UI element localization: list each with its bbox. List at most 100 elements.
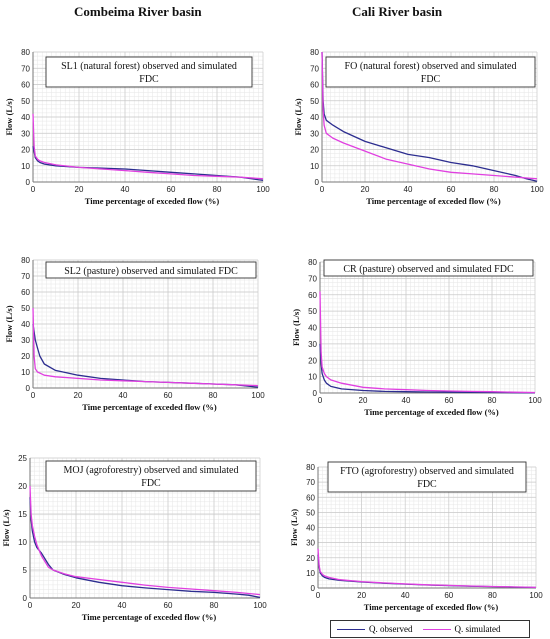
x-axis-label: Time percentage of exceded flow (%) <box>364 407 499 417</box>
chart-panel-5: 0 20 40 60 80 100 0 5 10 15 20 25 MOJ (agroforestry)… <box>1 454 267 622</box>
y-tick-label: 20 <box>21 352 30 361</box>
y-axis-label: Flow (L/s) <box>293 98 303 135</box>
y-tick-label: 70 <box>306 478 315 487</box>
series-line-simulated <box>321 51 538 180</box>
x-tick-label: 60 <box>444 591 453 600</box>
chart-title: FDC <box>417 479 437 490</box>
y-tick-label: 50 <box>21 304 30 313</box>
chart-title: FDC <box>141 478 161 489</box>
legend-item-simulated: Q. simulated <box>422 624 501 634</box>
series-line-observed <box>319 343 536 394</box>
y-tick-label: 15 <box>18 510 27 519</box>
x-tick-label: 80 <box>490 185 499 194</box>
y-tick-label: 40 <box>310 113 319 122</box>
x-axis-label: Time percentage of exceded flow (%) <box>85 196 220 206</box>
x-tick-label: 40 <box>118 601 127 610</box>
x-tick-label: 100 <box>256 185 270 194</box>
legend-item-observed: Q. observed <box>337 624 413 634</box>
legend-label-simulated: Q. simulated <box>454 624 501 634</box>
x-tick-label: 60 <box>445 396 454 405</box>
y-tick-label: 80 <box>21 48 30 57</box>
y-axis-label: Flow (L/s) <box>291 309 301 346</box>
x-tick-label: 20 <box>75 185 84 194</box>
legend-label-observed: Q. observed <box>369 624 413 634</box>
y-tick-label: 10 <box>310 162 319 171</box>
x-tick-label: 0 <box>316 591 321 600</box>
y-axis-label: Flow (L/s) <box>1 509 11 546</box>
x-tick-label: 100 <box>529 591 543 600</box>
y-tick-label: 30 <box>21 129 30 138</box>
y-tick-label: 10 <box>21 368 30 377</box>
chart-title: CR (pasture) observed and simulated FDC <box>343 264 514 275</box>
legend-swatch-observed <box>337 628 365 630</box>
chart-title: FDC <box>421 74 441 85</box>
chart-title-box <box>327 461 527 493</box>
x-axis-label: Time percentage of exceded flow (%) <box>82 402 217 412</box>
x-tick-label: 60 <box>164 391 173 400</box>
x-tick-label: 0 <box>31 391 36 400</box>
y-tick-label: 70 <box>310 64 319 73</box>
y-axis-label: Flow (L/s) <box>4 98 14 135</box>
y-tick-label: 40 <box>21 113 30 122</box>
x-tick-label: 20 <box>74 391 83 400</box>
y-tick-label: 60 <box>310 81 319 90</box>
x-tick-label: 100 <box>251 391 265 400</box>
x-tick-label: 80 <box>488 591 497 600</box>
series-line-observed <box>321 51 538 182</box>
y-tick-label: 10 <box>306 569 315 578</box>
chart-title: SL1 (natural forest) observed and simula… <box>61 61 237 72</box>
x-tick-label: 0 <box>318 396 323 405</box>
y-tick-label: 60 <box>21 288 30 297</box>
y-tick-label: 30 <box>308 340 317 349</box>
chart-title-box <box>45 56 253 88</box>
x-tick-label: 40 <box>404 185 413 194</box>
chart-title: MOJ (agroforestry) observed and simulate… <box>64 465 239 476</box>
y-tick-label: 40 <box>306 524 315 533</box>
x-tick-label: 100 <box>253 601 267 610</box>
y-tick-label: 10 <box>21 162 30 171</box>
y-tick-label: 60 <box>308 291 317 300</box>
y-tick-label: 20 <box>306 554 315 563</box>
series-line-simulated <box>319 291 536 394</box>
y-tick-label: 25 <box>18 454 27 463</box>
y-tick-label: 10 <box>18 538 27 547</box>
x-tick-label: 60 <box>167 185 176 194</box>
x-tick-label: 0 <box>320 185 325 194</box>
chart-title: FO (natural forest) observed and simulat… <box>345 61 517 72</box>
legend: Q. observed Q. simulated <box>330 620 530 638</box>
chart-panel-2: 0 20 40 60 80 100 0 10 20 30 40 50 60 70 80 FO (natural… <box>293 48 544 206</box>
x-tick-label: 0 <box>28 601 33 610</box>
chart-title-box <box>45 460 257 492</box>
chart-title-box <box>323 259 534 277</box>
x-axis-label: Time percentage of exceded flow (%) <box>366 196 501 206</box>
x-tick-label: 100 <box>530 185 544 194</box>
x-tick-label: 20 <box>72 601 81 610</box>
y-tick-label: 70 <box>21 64 30 73</box>
x-tick-label: 40 <box>401 591 410 600</box>
chart-title: FDC <box>139 74 159 85</box>
chart-title-box <box>45 261 257 279</box>
series-line-simulated <box>29 485 261 596</box>
y-tick-label: 50 <box>21 97 30 106</box>
y-axis-label: Flow (L/s) <box>4 305 14 342</box>
y-tick-label: 0 <box>313 389 318 398</box>
y-tick-label: 80 <box>21 256 30 265</box>
chart-panel-3: 0 20 40 60 80 100 0 10 20 30 40 50 60 70 80 SL2 (pastur… <box>4 256 265 412</box>
y-tick-label: 20 <box>21 146 30 155</box>
y-tick-label: 30 <box>21 336 30 345</box>
x-axis-label: Time percentage of exceded flow (%) <box>82 612 217 622</box>
legend-swatch-simulated <box>422 628 451 630</box>
x-tick-label: 40 <box>119 391 128 400</box>
y-tick-label: 50 <box>310 97 319 106</box>
x-tick-label: 20 <box>361 185 370 194</box>
x-tick-label: 40 <box>121 185 130 194</box>
series-line-simulated <box>32 307 259 387</box>
y-tick-label: 80 <box>310 48 319 57</box>
chart-panel-1: 0 20 40 60 80 100 0 10 20 30 40 50 60 70 80 SL1 (natura… <box>4 48 270 206</box>
x-tick-label: 40 <box>402 396 411 405</box>
x-tick-label: 80 <box>210 601 219 610</box>
y-tick-label: 0 <box>23 594 28 603</box>
x-tick-label: 60 <box>447 185 456 194</box>
x-tick-label: 100 <box>528 396 542 405</box>
column-title-left: Combeima River basin <box>74 4 202 19</box>
